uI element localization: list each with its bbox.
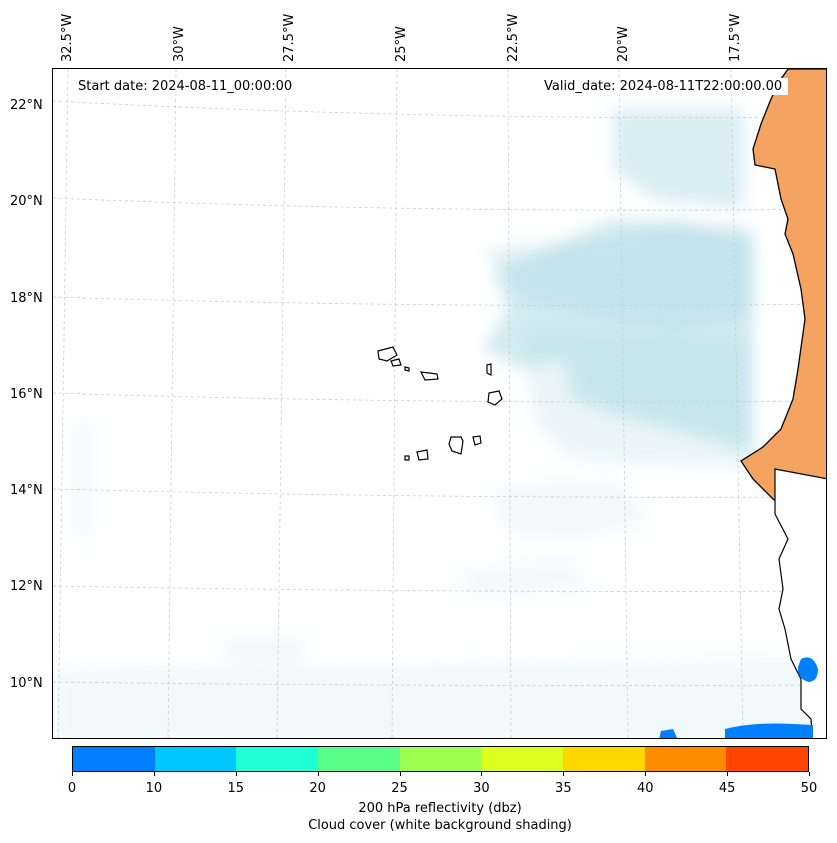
colorbar-tick-label: 30 [473, 781, 490, 796]
latitude-label: 20°N [10, 194, 43, 209]
cape-verde-islands [377, 346, 503, 461]
colorbar-tick-label: 0 [67, 781, 77, 796]
colorbar-tickmark [481, 772, 483, 776]
colorbar-tickmark [727, 772, 729, 776]
colorbar-tickmark [563, 772, 565, 776]
longitude-label: 32.5°W [60, 13, 75, 62]
colorbar-tickmark [645, 772, 647, 776]
colorbar-segment [726, 747, 809, 771]
longitude-label: 22.5°W [506, 13, 521, 62]
map-panel [52, 68, 827, 739]
longitude-label: 27.5°W [282, 13, 297, 62]
cloud-cover-shading [53, 69, 826, 738]
colorbar-segment [318, 747, 400, 771]
african-coast-land [740, 69, 826, 738]
colorbar-tick-label: 20 [309, 781, 326, 796]
colorbar-tick-label: 25 [391, 781, 408, 796]
colorbar-tick-label: 40 [636, 781, 654, 796]
map-gridlines [53, 69, 826, 738]
colorbar-tick-label: 35 [555, 781, 572, 796]
longitude-label: 30°W [172, 26, 187, 62]
colorbar-tickmark [399, 772, 401, 776]
longitude-label: 25°W [394, 26, 409, 62]
map-canvas [53, 69, 826, 738]
latitude-label: 14°N [10, 483, 43, 498]
colorbar-tickmark [153, 772, 155, 776]
latitude-label: 18°N [10, 291, 43, 306]
latitude-label: 16°N [10, 387, 43, 402]
colorbar-tick-label: 45 [718, 781, 736, 796]
colorbar-tick-label: 50 [800, 781, 818, 796]
colorbar-segment [563, 747, 645, 771]
latitude-label: 12°N [10, 579, 43, 594]
latitude-label: 22°N [10, 98, 43, 113]
colorbar-sublabel: Cloud cover (white background shading) [308, 818, 572, 833]
colorbar-segment [481, 747, 564, 771]
reflectivity-cells [659, 657, 818, 738]
longitude-label: 17.5°W [728, 13, 743, 62]
colorbar-tickmark [809, 772, 810, 776]
colorbar-segment [236, 747, 319, 771]
start-date-label: Start date: 2024-08-11_00:00:00 [72, 78, 299, 95]
colorbar-segment [399, 747, 482, 771]
valid-date-label: Valid_date: 2024-08-11T22:00:00.00 [538, 78, 789, 95]
colorbar-tickmark [235, 772, 237, 776]
colorbar-segment [154, 747, 237, 771]
colorbar-tick-label: 10 [145, 781, 163, 796]
colorbar-tickmark [72, 772, 73, 776]
colorbar-label: 200 hPa reflectivity (dbz) [358, 801, 522, 816]
colorbar-tick-label: 15 [227, 781, 245, 796]
colorbar-segment [73, 747, 155, 771]
latitude-label: 10°N [10, 676, 43, 691]
colorbar-tickmark [317, 772, 319, 776]
colorbar-segment [644, 747, 727, 771]
reflectivity-colorbar [72, 746, 809, 772]
longitude-label: 20°W [616, 26, 631, 62]
